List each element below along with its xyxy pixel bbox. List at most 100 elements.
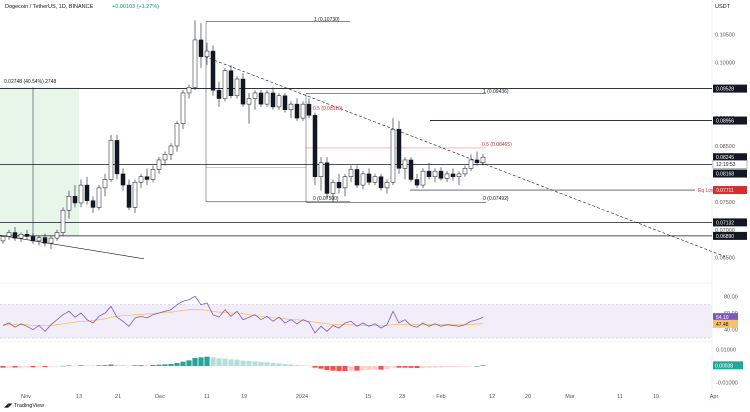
- candle-body-14: [84, 184, 90, 201]
- macd-bar-40: [240, 360, 246, 366]
- chart-title: Dogecoin / TetherUS, 1D, BINANCE: [5, 4, 94, 10]
- candle-body-46: [276, 95, 282, 108]
- macd-bar-16: [96, 365, 102, 366]
- macd-bar-30: [180, 361, 186, 366]
- candle-67: [402, 157, 408, 180]
- candle-52: [312, 112, 318, 186]
- candle-45: [270, 87, 276, 110]
- macd-bar-24: [144, 365, 150, 366]
- macd-bar-67: [402, 366, 408, 368]
- time-axis-tick-5: 19: [241, 394, 247, 400]
- candle-18: [108, 134, 114, 183]
- candle-body-41: [246, 98, 252, 105]
- candle-53: [318, 157, 324, 191]
- macd-bar-62: [372, 366, 378, 370]
- axes-layer: 0.105000.100000.095000.090000.085000.080…: [21, 32, 735, 400]
- fib-annotation-mid-left: 0.5 (0.08110): [313, 106, 343, 112]
- candle-body-60: [360, 173, 366, 186]
- candle-59: [354, 165, 360, 188]
- time-axis-tick-0: Nov: [21, 394, 31, 400]
- candle-16: [96, 185, 102, 211]
- price-badge-2: [713, 153, 747, 162]
- candle-body-75: [450, 173, 456, 177]
- price-badge-text-3: 12:19:53: [716, 162, 736, 168]
- candle-body-45: [270, 92, 276, 108]
- macd-value-badge-text: 0.00038: [715, 363, 733, 369]
- candle-4: [24, 229, 30, 240]
- macd-bar-42: [252, 361, 258, 366]
- candle-body-66: [396, 129, 402, 169]
- macd-bar-55: [330, 366, 336, 371]
- candle-body-68: [408, 159, 414, 180]
- candle-58: [348, 165, 354, 183]
- macd-bar-15: [90, 365, 96, 367]
- candle-body-49: [294, 103, 300, 119]
- macd-bar-4: [24, 366, 30, 367]
- macd-bar-45: [270, 363, 276, 366]
- macd-bar-66: [396, 366, 402, 368]
- candle-body-67: [402, 159, 408, 169]
- candle-body-15: [90, 200, 96, 208]
- candle-body-72: [432, 170, 438, 177]
- candle-body-59: [354, 169, 360, 186]
- candle-3: [18, 232, 24, 243]
- macd-bar-8: [48, 366, 54, 367]
- price-badge-5: [713, 186, 747, 195]
- candle-36: [216, 81, 222, 107]
- macd-bar-27: [162, 364, 168, 366]
- candle-body-29: [174, 123, 180, 147]
- candle-body-26: [156, 159, 162, 170]
- price-badge-4: [713, 169, 747, 178]
- time-axis-tick-9: Feb: [436, 394, 445, 400]
- candle-80: [480, 153, 486, 166]
- candle-64: [384, 179, 390, 194]
- candle-body-25: [150, 169, 156, 180]
- macd-bar-64: [384, 366, 390, 370]
- macd-bar-80: [480, 365, 486, 366]
- candle-body-51: [306, 103, 312, 116]
- price-axis-tick-0: 0.10500: [715, 32, 735, 38]
- candle-body-27: [162, 154, 168, 161]
- macd-bar-26: [156, 364, 162, 366]
- macd-bar-12: [72, 365, 78, 367]
- macd-bar-50: [300, 365, 306, 366]
- candle-34: [204, 42, 210, 66]
- macd-bar-49: [294, 365, 300, 366]
- candle-54: [324, 157, 330, 200]
- candle-body-42: [252, 92, 258, 99]
- candle-body-71: [426, 170, 432, 177]
- drawing-tools-layer: [0, 21, 726, 260]
- price-badge-text-2: 0.08245: [716, 155, 734, 161]
- candle-body-73: [438, 170, 444, 179]
- price-badge-0: [713, 84, 747, 93]
- macd-bar-19: [114, 364, 120, 366]
- macd-bar-46: [276, 363, 282, 366]
- macd-bar-36: [216, 358, 222, 366]
- candle-body-36: [216, 89, 222, 99]
- candle-body-12: [72, 196, 78, 204]
- candle-body-57: [342, 176, 348, 189]
- macd-bar-41: [246, 361, 252, 366]
- price-axis-tick-1: 0.10000: [715, 60, 735, 66]
- macd-bar-61: [366, 366, 372, 370]
- macd-bar-29: [174, 363, 180, 366]
- candle-17: [102, 173, 108, 197]
- candle-body-28: [168, 145, 174, 155]
- macd-bar-44: [264, 362, 270, 366]
- candle-body-21: [126, 184, 132, 208]
- macd-bar-75: [450, 366, 456, 367]
- macd-bar-23: [138, 365, 144, 366]
- currency-label: USDT: [715, 4, 731, 10]
- time-axis-tick-6: 2024: [296, 394, 308, 400]
- macd-bar-35: [210, 357, 216, 366]
- tradingview-logo-icon: ◢◤: [4, 403, 14, 409]
- price-axis-tick-4: 0.08500: [715, 144, 735, 150]
- macd-bar-68: [408, 366, 414, 368]
- candles-layer: [0, 20, 486, 250]
- support-trendline: [0, 235, 145, 260]
- price-badge-1: [713, 116, 747, 125]
- candle-body-62: [372, 176, 378, 183]
- macd-value-badge: [713, 361, 743, 370]
- candle-22: [132, 179, 138, 213]
